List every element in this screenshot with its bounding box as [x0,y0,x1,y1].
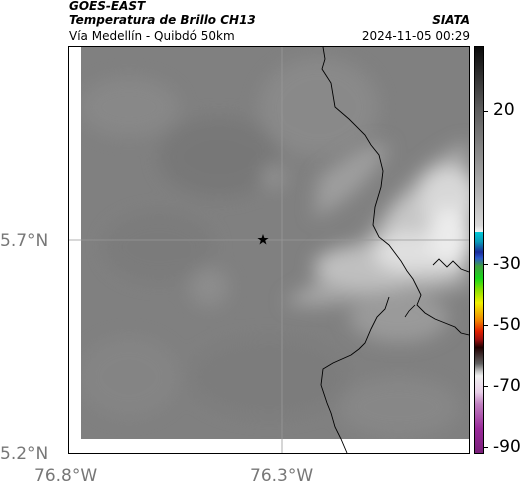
political-border [432,258,469,273]
star-icon[interactable] [257,234,269,245]
datetime-label: 2024-11-05 00:29 [361,29,470,43]
satellite-image [69,47,469,453]
colorbar [474,46,484,454]
lat-label: 5.7°N [0,231,49,251]
lon-label: 76.3°W [250,466,314,486]
region-label: Vía Medellín - Quibdó 50km [69,29,235,43]
lat-label: 5.2°N [0,444,49,464]
colorbar-label: -50 [493,315,521,335]
colorbar-tick [484,264,488,265]
colorbar-label: -30 [493,254,521,274]
political-border [320,296,390,453]
colorbar-label: -90 [493,437,521,457]
political-border [404,304,416,318]
satellite-title: GOES-EAST [69,0,146,13]
organization-label: SIATA [432,13,470,27]
colorbar-tick [484,447,488,448]
colorbar-tick [484,386,488,387]
colorbar-label: 20 [493,100,515,120]
product-title: Temperatura de Brillo CH13 [69,13,256,27]
map-panel[interactable] [68,46,470,454]
colorbar-tick [484,111,488,112]
political-border [321,47,469,336]
colorbar-tick [484,325,488,326]
lon-label: 76.8°W [34,466,98,486]
colorbar-label: -70 [493,376,521,396]
